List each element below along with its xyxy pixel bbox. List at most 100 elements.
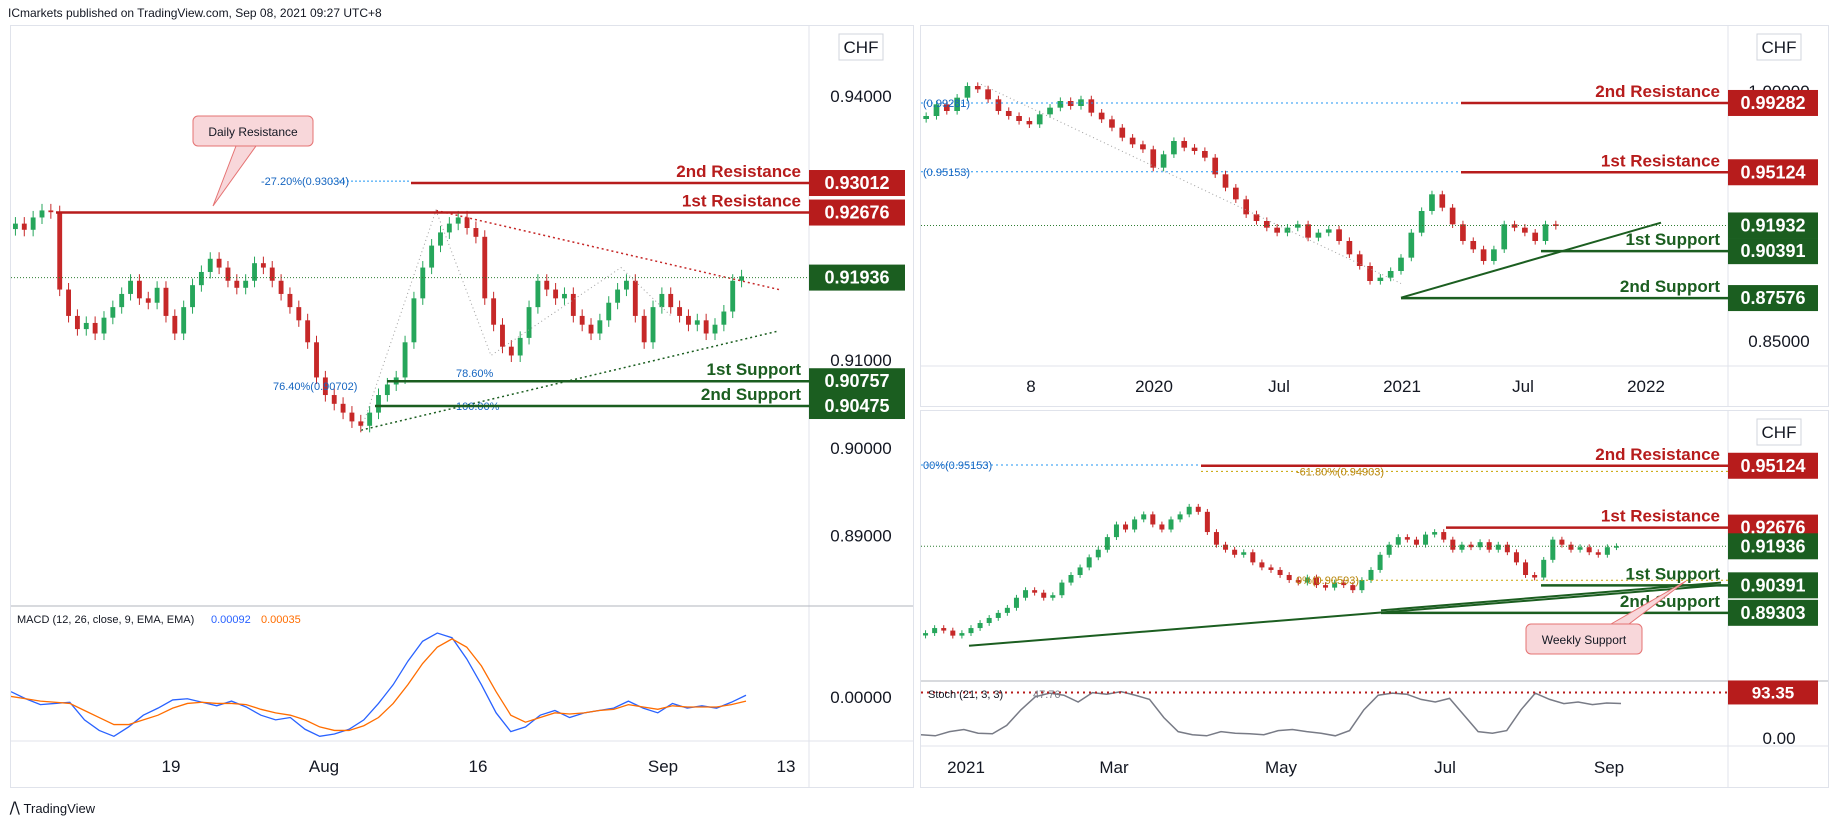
daily-chart-svg[interactable]: CHF 0.94000 0.91000 0.90000 0.89000 -27.20%(0… — [10, 26, 913, 787]
p1-uptrend-line — [1400, 221, 1662, 299]
p2-callout-box — [1525, 623, 1643, 655]
p1-price-badge — [1728, 238, 1818, 265]
p0-candle — [411, 298, 417, 343]
p0-macd-signal-line — [10, 638, 747, 732]
p1-candle — [954, 97, 960, 111]
p2-candle — [1559, 539, 1565, 545]
p2-candle — [1232, 549, 1238, 555]
p0-candle — [305, 320, 311, 343]
p2-candle — [941, 628, 947, 631]
p2-callout-pointer — [1609, 580, 1687, 625]
p2-candle — [1359, 580, 1365, 591]
p2-candle — [1113, 524, 1119, 538]
tradingview-logo[interactable]: ⧸⧹ TradingView — [10, 800, 95, 817]
p2-candle — [1568, 544, 1574, 550]
p1-candle — [1263, 221, 1270, 228]
p0-candle — [712, 324, 718, 334]
p0-fib-label: 76.40%(0.90702) — [273, 381, 357, 393]
p0-candle — [243, 280, 249, 288]
p0-candle — [668, 293, 674, 308]
p0-price-badge — [809, 199, 905, 226]
p0-candle — [482, 236, 488, 299]
p1-time-tick: Jul — [1512, 377, 1534, 396]
p2-candle — [1586, 547, 1592, 553]
p0-candle — [322, 377, 328, 396]
weekly-chart-panel[interactable]: CHF1.000000.85000(0.99281)(0.95153)2nd R… — [920, 25, 1829, 407]
p1-fib-label: (0.99281) — [923, 98, 970, 110]
p1-candle — [1553, 224, 1559, 226]
p2-candle — [1477, 542, 1483, 548]
p2-level-label: 1st Resistance — [1601, 507, 1720, 526]
p0-macd-label: MACD (12, 26, close, 9, EMA, EMA) — [17, 614, 194, 626]
p0-callout-pointer — [212, 145, 257, 207]
p1-price-tick: 0.85000 — [1748, 332, 1809, 351]
p2-candle — [1250, 552, 1256, 563]
p0-level-label: 2nd Resistance — [676, 162, 801, 181]
p1-candle — [943, 104, 950, 111]
p1-candle — [1460, 224, 1466, 241]
p0-candle — [526, 307, 532, 338]
p1-candle — [1253, 214, 1260, 221]
p1-candle — [1047, 107, 1053, 115]
p2-candle — [1459, 544, 1465, 550]
p1-candle — [1191, 147, 1198, 151]
p2-candle — [1504, 544, 1510, 553]
p1-candle — [1016, 116, 1022, 121]
p0-candle — [544, 280, 550, 290]
p2-candle — [1241, 552, 1247, 555]
weekly-chart-svg[interactable]: CHF1.000000.85000(0.99281)(0.95153)2nd R… — [921, 26, 1828, 406]
p1-candle — [1315, 232, 1322, 238]
p0-candle — [464, 217, 470, 229]
p1-price-badge — [1728, 89, 1818, 116]
p2-candle — [1341, 582, 1347, 586]
p0-candle — [446, 223, 452, 233]
p2-candle — [1259, 562, 1265, 568]
p1-level-label: 2nd Support — [1620, 277, 1720, 296]
p1-candle — [1109, 119, 1115, 128]
p2-candle — [1004, 607, 1010, 613]
p2-time-tick: 2021 — [947, 758, 985, 777]
daily-chart-panel[interactable]: CHF 0.94000 0.91000 0.90000 0.89000 -27.20%(0… — [10, 25, 914, 788]
p0-candle — [641, 315, 647, 343]
p0-candle — [500, 324, 505, 347]
p0-candle — [101, 317, 107, 334]
p0-macd-value: 0.00092 — [211, 614, 251, 626]
p2-candle — [1150, 514, 1156, 525]
p1-candle — [1377, 277, 1384, 281]
p2-candle — [932, 628, 938, 634]
p0-candle — [730, 280, 736, 312]
p1-time-tick: 8 — [1026, 377, 1035, 396]
p2-candle — [1023, 590, 1029, 598]
p0-candle — [57, 212, 63, 290]
p0-candle — [83, 322, 89, 330]
tradingview-logo-icon: ⧸⧹ — [10, 800, 20, 816]
p0-time-tick: Sep — [648, 757, 678, 776]
p1-price-badge — [1728, 159, 1818, 186]
p1-candle — [1026, 121, 1033, 125]
p0-price-badge-text: 0.92676 — [824, 203, 889, 223]
p0-candle — [66, 289, 71, 316]
p1-candle — [1522, 227, 1528, 233]
p2-level-label: 2nd Resistance — [1595, 445, 1720, 464]
p2-candle — [1441, 532, 1447, 540]
p2-candle — [1041, 592, 1047, 598]
p0-candle — [508, 346, 514, 356]
p2-candle — [1132, 519, 1138, 530]
daily-2021-chart-svg[interactable]: CHF 00%(0.95153) -61.80%(0.94903) 0%(0.9059… — [920, 411, 1828, 787]
p2-candle — [1277, 569, 1283, 575]
p2-candle — [1486, 542, 1492, 550]
p1-price-badge — [1728, 212, 1818, 239]
p0-candle — [92, 322, 98, 334]
p1-candle — [1088, 99, 1095, 113]
p0-price-badge-text: 0.90475 — [824, 396, 889, 416]
p0-candle — [588, 324, 594, 334]
p1-level-label: 1st Resistance — [1601, 151, 1720, 170]
p1-candle — [1501, 224, 1508, 250]
p2-candle — [1186, 506, 1192, 515]
p2-candle — [950, 630, 956, 636]
p0-candle — [296, 307, 302, 321]
daily-2021-chart-panel[interactable]: CHF 00%(0.95153) -61.80%(0.94903) 0%(0.9059… — [920, 410, 1829, 788]
p1-candle — [1336, 229, 1342, 241]
p2-currency-box — [1756, 418, 1802, 446]
p2-candle — [1377, 554, 1383, 570]
